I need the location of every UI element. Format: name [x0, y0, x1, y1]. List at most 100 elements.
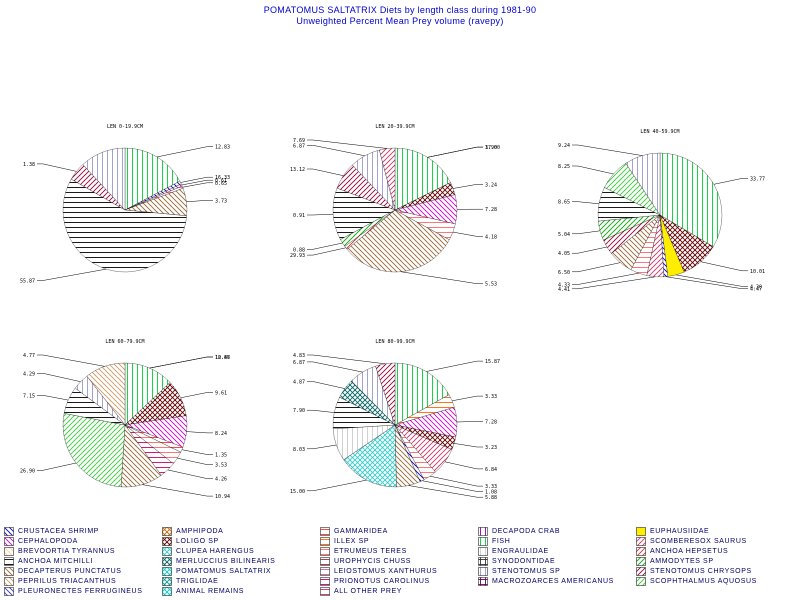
legend-swatch	[162, 577, 172, 586]
slice-value-label: 4.05	[558, 251, 570, 257]
slice-value-label: 3.24	[485, 182, 497, 188]
legend-swatch	[478, 537, 488, 546]
legend-swatch	[4, 547, 14, 556]
slice-value-label: 5.88	[485, 495, 497, 501]
legend-label: ALL OTHER PREY	[334, 588, 403, 595]
legend-label: DECAPODA CRAB	[492, 528, 561, 535]
legend-item-loligo-sp: LOLIGO SP	[162, 536, 219, 547]
pie-title: LEN 40-59.9CM	[640, 129, 679, 135]
legend-label: TRIGLIDAE	[176, 578, 219, 585]
chart-title: POMATOMUS SALTATRIX Diets by length clas…	[263, 5, 537, 15]
slice-value-label: 4.47	[750, 287, 762, 293]
legend-swatch	[162, 587, 172, 596]
legend-label: GAMMARIDEA	[334, 528, 388, 535]
leader-line	[142, 484, 213, 497]
leader-line	[307, 361, 363, 373]
leader-line	[37, 268, 107, 281]
legend-item-cephalopoda: CEPHALOPODA	[4, 536, 78, 547]
leader-line	[572, 262, 621, 273]
legend-label: LEIOSTOMUS XANTHURUS	[334, 568, 438, 575]
slice-value-label: 29.93	[290, 253, 305, 259]
leader-line	[444, 461, 483, 470]
chart-subtitle: Unweighted Percent Mean Prey volume (rav…	[296, 16, 504, 26]
slice-value-label: 12.87	[215, 355, 230, 361]
slice-value-label: 8.25	[558, 164, 570, 170]
leader-line	[307, 479, 367, 492]
pie-chart-4: LEN 60-79.9CM 12.87 9.61 8.24 1.35 3.53 4.26 10…	[20, 339, 230, 500]
legend-swatch	[320, 587, 330, 596]
legend-label: ILLEX SP	[334, 538, 370, 545]
leader-line	[572, 230, 601, 235]
pie-slice-peprilus-triacanthus	[86, 362, 126, 426]
legend-swatch	[4, 567, 14, 576]
pie-slice-fish	[659, 152, 723, 247]
slice-value-label: 3.33	[485, 394, 497, 400]
legend-swatch	[478, 557, 488, 566]
legend-item-brevoortia-tyrannus: BREVOORTIA TYRANNUS	[4, 546, 115, 557]
legend-item-merluccius-bilinearis: MERLUCCIUS BILINEARIS	[162, 556, 275, 567]
legend-label: POMATOMUS SALTATRIX	[176, 568, 272, 575]
legend-swatch	[636, 537, 646, 546]
legend-item-animal-remains: ANIMAL REMAINS	[162, 586, 244, 597]
leader-line	[454, 443, 483, 448]
leader-line	[572, 165, 614, 175]
pie-title: LEN 0-19.9CM	[107, 124, 143, 130]
legend-label: SYNODONTIDAE	[492, 558, 556, 565]
legend-label: FISH	[492, 538, 511, 545]
legend-label: ENGRAULIDAE	[492, 548, 549, 555]
slice-value-label: 7.28	[485, 207, 497, 213]
slice-value-label: 4.26	[215, 477, 227, 483]
legend-item-pomatomus-saltatrix: POMATOMUS SALTATRIX	[162, 566, 271, 577]
slice-value-label: 7.69	[293, 138, 305, 144]
slice-value-label: 8.03	[293, 447, 305, 453]
slice-value-label: 9.61	[215, 391, 227, 397]
leader-line	[452, 231, 483, 237]
legend-label: EUPHAUSIIDAE	[650, 528, 710, 535]
leader-line	[307, 168, 344, 176]
legend-item-urophycis-chuss: UROPHYCIS CHUSS	[320, 556, 411, 567]
legend-item-all-other-prey: ALL OTHER PREY	[320, 586, 402, 597]
legend-swatch	[162, 537, 172, 546]
legend-swatch	[162, 527, 172, 536]
leader-line	[307, 444, 337, 450]
legend-item-anchoa-mitchilli: ANCHOA MITCHILLI	[4, 556, 93, 567]
pie-slice-fish	[394, 147, 451, 211]
legend-swatch	[320, 537, 330, 546]
legend-item-triglidae: TRIGLIDAE	[162, 576, 218, 587]
slice-value-label: 3.90	[485, 145, 497, 151]
legend-swatch	[162, 557, 172, 566]
slice-value-label: 4.29	[23, 371, 35, 377]
legend-swatch	[4, 587, 14, 596]
slice-value-label: 12.83	[215, 145, 230, 151]
legend-label: STENOTOMUS CHRYSOPS	[650, 568, 752, 575]
slice-value-label: 3.53	[215, 463, 227, 469]
slice-value-label: 4.83	[293, 353, 305, 359]
leader-line	[676, 274, 748, 287]
legend-label: PRIONOTUS CAROLINUS	[334, 578, 430, 585]
pie-slice-fish	[394, 362, 450, 426]
slice-value-label: 6.84	[485, 467, 497, 473]
legend-label: SCOPHTHALMUS AQUOSUS	[650, 578, 757, 585]
slice-value-label: 6.87	[293, 360, 305, 366]
legend-swatch	[4, 577, 14, 586]
pie-slice-anchoa-mitchilli	[62, 178, 187, 273]
slice-value-label: 3.73	[215, 198, 227, 204]
slice-value-label: 8.24	[215, 431, 227, 437]
slice-value-label: 1.38	[23, 162, 35, 168]
slice-value-label: 8.65	[558, 200, 570, 206]
leader-line	[426, 360, 483, 372]
leader-line	[713, 178, 748, 185]
legend-label: LOLIGO SP	[176, 538, 219, 545]
slice-value-label: 9.24	[558, 143, 570, 149]
slice-value-label: 17.00	[485, 145, 500, 151]
pie-slice-stenotomus-sp	[82, 147, 126, 211]
leader-line	[422, 480, 483, 492]
legend-item-engraulidae: ENGRAULIDAE	[478, 546, 549, 557]
leader-line	[307, 242, 343, 250]
slice-value-label: 0.88	[293, 247, 305, 253]
slice-value-label: 7.90	[293, 408, 305, 414]
slice-value-label: 1.08	[485, 490, 497, 496]
legend-item-amphipoda: AMPHIPODA	[162, 526, 223, 537]
legend-item-etrumeus-teres: ETRUMEUS TERES	[320, 546, 407, 557]
